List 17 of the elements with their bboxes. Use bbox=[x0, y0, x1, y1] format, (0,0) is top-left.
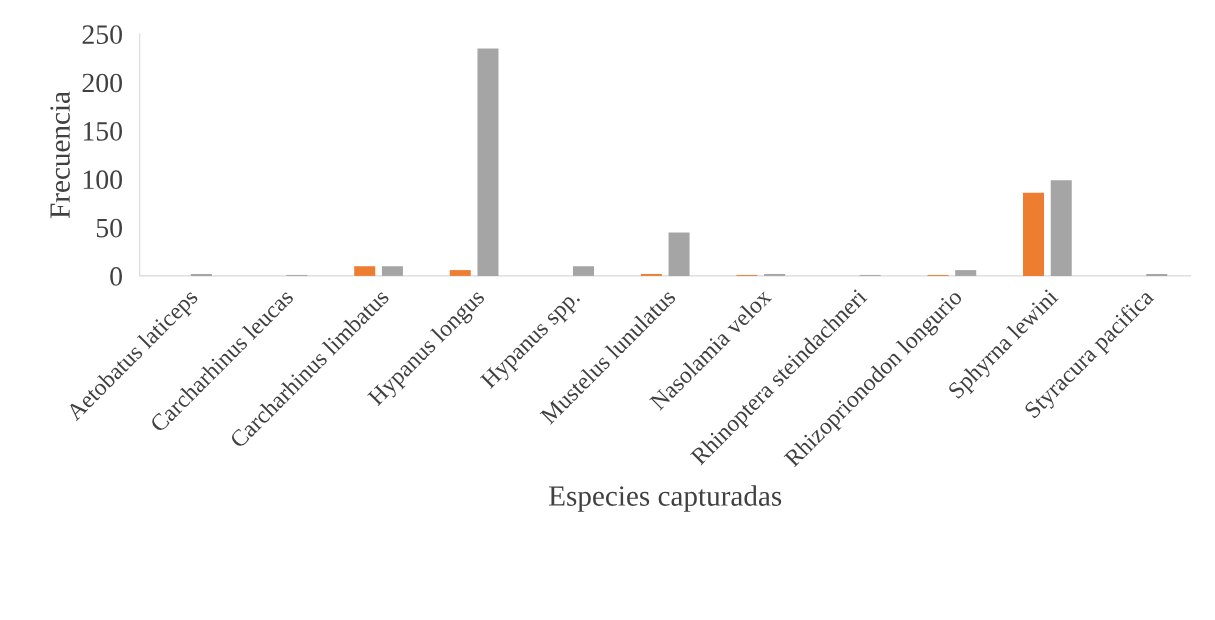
y-tick-label: 150 bbox=[83, 121, 122, 141]
y-tick-label: 100 bbox=[83, 170, 122, 190]
bar bbox=[955, 270, 977, 276]
y-tick-label: 200 bbox=[82, 73, 122, 93]
bar bbox=[477, 48, 499, 276]
x-axis-title: Especies capturadas bbox=[549, 485, 782, 512]
y-axis-title: Frecuencia bbox=[50, 91, 70, 219]
bar bbox=[449, 270, 471, 276]
y-tick-label: 0 bbox=[110, 267, 122, 286]
bar bbox=[381, 266, 403, 276]
y-tick-label: 250 bbox=[82, 25, 122, 45]
bar bbox=[573, 266, 595, 276]
y-tick-label: 50 bbox=[96, 218, 122, 238]
bar bbox=[1050, 180, 1072, 276]
bar bbox=[1023, 192, 1045, 276]
bar bbox=[354, 266, 376, 276]
bar bbox=[668, 232, 690, 276]
